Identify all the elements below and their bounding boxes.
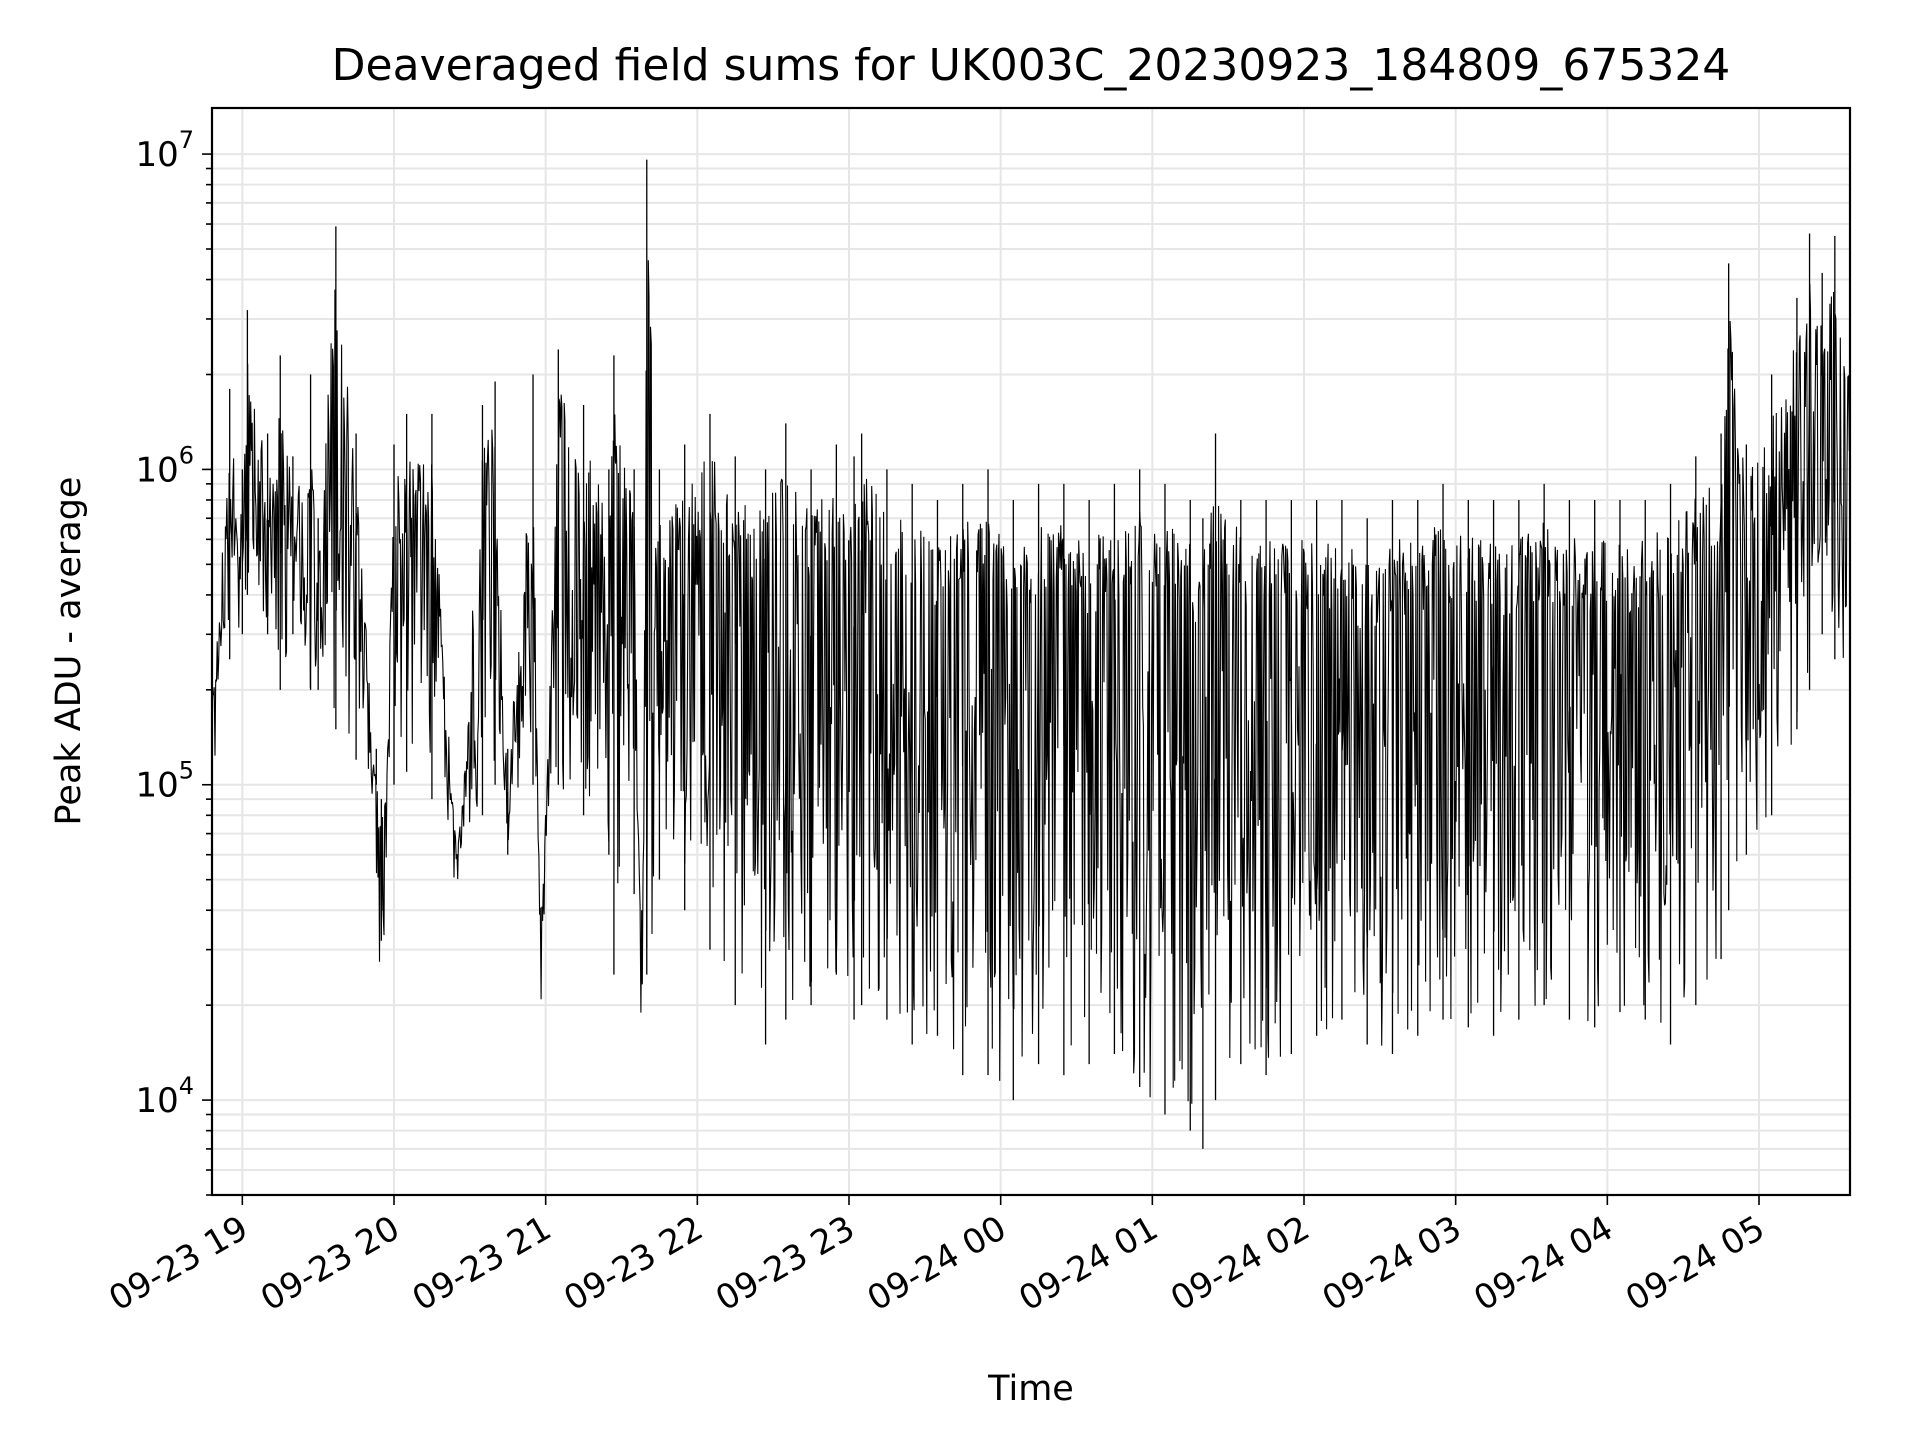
y-axis-label: Peak ADU - average — [49, 477, 89, 826]
series-line — [211, 260, 1851, 1104]
y-tick-label: 105 — [135, 757, 194, 806]
y-tick-label: 104 — [135, 1072, 194, 1121]
data-series — [211, 159, 1851, 1149]
y-tick-label: 106 — [135, 441, 194, 490]
y-tick-label: 107 — [135, 126, 194, 175]
plot-frame — [210, 106, 1852, 1197]
x-axis-label: Time — [987, 1369, 1074, 1409]
grid — [212, 108, 1850, 1196]
chart-title: Deaveraged field sums for UK003C_2023092… — [332, 40, 1731, 91]
